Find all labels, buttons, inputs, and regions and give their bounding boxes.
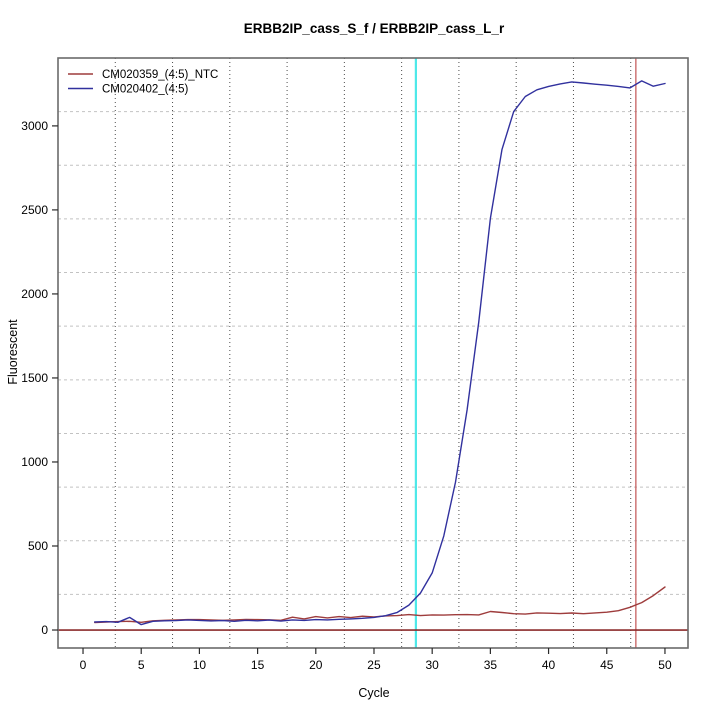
y-tick-label: 0 xyxy=(41,623,48,637)
series-curve-1 xyxy=(93,80,666,626)
y-tick-label: 1000 xyxy=(21,455,48,469)
gridlines xyxy=(58,58,688,648)
x-tick-label: 25 xyxy=(367,658,381,672)
x-tick-label: 30 xyxy=(426,658,440,672)
chart-title: ERBB2IP_cass_S_f / ERBB2IP_cass_L_r xyxy=(244,21,505,36)
y-tick-label: 2500 xyxy=(21,203,48,217)
x-tick-label: 20 xyxy=(309,658,323,672)
x-tick-label: 10 xyxy=(193,658,207,672)
y-axis-label: Fluorescent xyxy=(6,319,20,385)
x-tick-label: 5 xyxy=(138,658,145,672)
legend-label-ntc: CM020359_(4:5)_NTC xyxy=(102,69,218,81)
axis-ticks: 0 5 10 15 20 25 30 35 40 45 5005001000150020002500… xyxy=(21,119,672,672)
x-tick-label: 35 xyxy=(484,658,498,672)
annotation-lines xyxy=(58,58,688,648)
x-axis-label: Cycle xyxy=(358,686,389,700)
y-tick-label: 500 xyxy=(28,539,48,553)
x-tick-label: 50 xyxy=(658,658,672,672)
legend-label-sample: CM020402_(4:5) xyxy=(102,84,188,96)
series-curves xyxy=(93,80,666,626)
x-tick-label: 15 xyxy=(251,658,265,672)
legend: CM020359_(4:5)_NTC CM020402_(4:5) xyxy=(68,69,218,96)
x-tick-label: 0 xyxy=(80,658,87,672)
y-tick-label: 3000 xyxy=(21,119,48,133)
y-tick-label: 1500 xyxy=(21,371,48,385)
x-tick-label: 45 xyxy=(600,658,614,672)
plot-border xyxy=(57,57,689,649)
y-tick-label: 2000 xyxy=(21,287,48,301)
x-tick-label: 40 xyxy=(542,658,556,672)
